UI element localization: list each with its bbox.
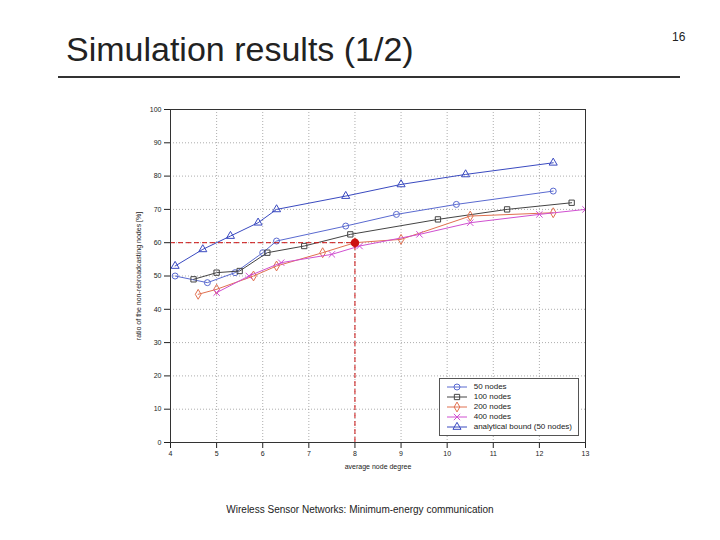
html-text:100 nodes: 100 nodes: [473, 392, 512, 401]
svg-text:90: 90: [154, 139, 162, 146]
svg-text:6: 6: [261, 450, 265, 457]
html-text:Wireless Sensor Networks: Mini: Wireless Sensor Networks: Minimum-energy…: [226, 504, 494, 515]
svg-text:30: 30: [154, 339, 162, 346]
svg-text:8: 8: [353, 450, 357, 457]
svg-text:70: 70: [154, 206, 162, 213]
svg-text:100: 100: [150, 106, 162, 113]
svg-text:10: 10: [443, 450, 451, 457]
svg-text:5: 5: [215, 450, 219, 457]
svg-text:9: 9: [399, 450, 403, 457]
svg-text:12: 12: [535, 450, 543, 457]
svg-text:11: 11: [490, 450, 497, 457]
html-text:Simulation results (1/2): Simulation results (1/2): [66, 30, 414, 68]
svg-text:80: 80: [154, 172, 162, 179]
html-text:16: 16: [672, 30, 686, 44]
html-text:analytical bound (50 nodes): analytical bound (50 nodes): [473, 422, 572, 431]
svg-text:7: 7: [307, 450, 311, 457]
svg-text:60: 60: [154, 239, 162, 246]
html-text:50 nodes: 50 nodes: [473, 382, 507, 391]
svg-text:average node degree: average node degree: [345, 463, 412, 471]
svg-text:4: 4: [169, 450, 173, 457]
html-text:400 nodes: 400 nodes: [473, 412, 512, 421]
svg-text:ratio of the non-rebroadcastin: ratio of the non-rebroadcasting nodes [%…: [135, 212, 143, 340]
svg-text:20: 20: [154, 372, 162, 379]
svg-text:13: 13: [582, 450, 590, 457]
svg-text:0: 0: [158, 439, 162, 446]
svg-text:50: 50: [154, 272, 162, 279]
html-text:200 nodes: 200 nodes: [473, 402, 512, 411]
svg-text:10: 10: [154, 405, 162, 412]
svg-text:40: 40: [154, 306, 162, 313]
